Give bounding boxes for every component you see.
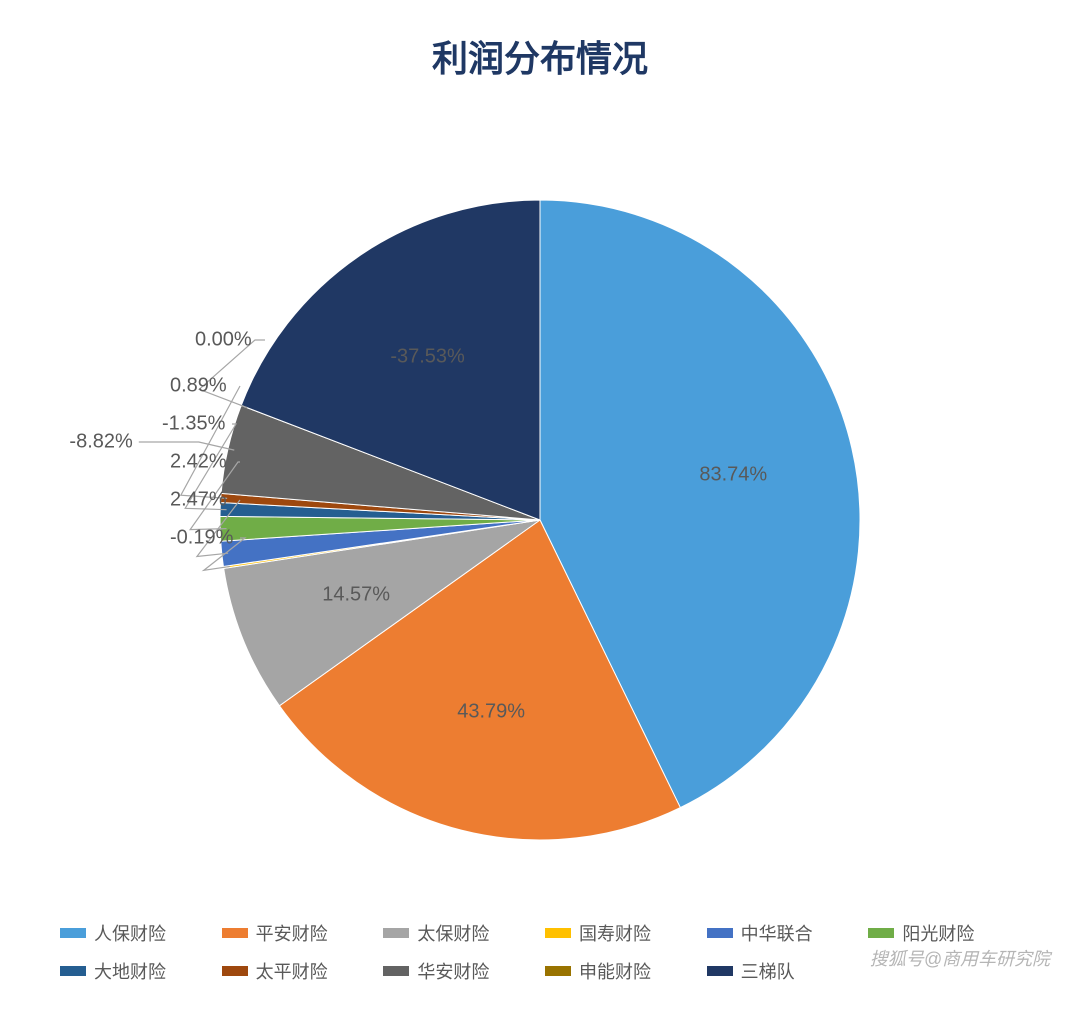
legend-label: 申能财险	[579, 958, 651, 984]
legend-item: 中华联合	[707, 920, 859, 946]
slice-label: -1.35%	[162, 413, 225, 436]
legend-swatch	[60, 928, 86, 938]
legend-label: 人保财险	[94, 920, 166, 946]
pie-chart	[220, 200, 860, 840]
legend-item: 申能财险	[545, 958, 697, 984]
legend-label: 大地财险	[94, 958, 166, 984]
legend: 人保财险 平安财险 太保财险 国寿财险 中华联合 阳光财险大地财险 太平财险 华安财险 申能财险…	[60, 920, 1020, 984]
legend-swatch	[545, 966, 571, 976]
legend-swatch	[545, 928, 571, 938]
legend-swatch	[60, 966, 86, 976]
legend-item: 国寿财险	[545, 920, 697, 946]
pie-wrap	[220, 200, 860, 840]
legend-swatch	[707, 966, 733, 976]
chart-title: 利润分布情况	[0, 0, 1080, 82]
legend-label: 太保财险	[417, 920, 489, 946]
chart-container: 利润分布情况 83.74% 43.79% 14.57% -0.19% 2.47% 2.42…	[0, 0, 1080, 1019]
slice-label: 2.42%	[170, 451, 227, 474]
legend-label: 三梯队	[741, 958, 795, 984]
slice-label: -8.82%	[69, 431, 132, 454]
slice-label: 83.74%	[699, 464, 767, 487]
legend-swatch	[383, 928, 409, 938]
legend-label: 中华联合	[741, 920, 813, 946]
legend-label: 阳光财险	[902, 920, 974, 946]
legend-label: 太平财险	[256, 958, 328, 984]
slice-label: 0.89%	[170, 375, 227, 398]
legend-item: 太保财险	[383, 920, 535, 946]
slice-label: 2.47%	[170, 489, 227, 512]
legend-item: 三梯队	[707, 958, 859, 984]
legend-label: 国寿财险	[579, 920, 651, 946]
legend-swatch	[868, 928, 894, 938]
legend-item: 华安财险	[383, 958, 535, 984]
slice-label: -0.19%	[170, 527, 233, 550]
slice-label: -37.53%	[390, 345, 465, 368]
legend-label: 华安财险	[417, 958, 489, 984]
slice-label: 0.00%	[195, 329, 252, 352]
slice-label: 43.79%	[457, 701, 525, 724]
legend-item: 太平财险	[222, 958, 374, 984]
legend-item: 平安财险	[222, 920, 374, 946]
legend-item: 人保财险	[60, 920, 212, 946]
legend-swatch	[222, 966, 248, 976]
legend-swatch	[222, 928, 248, 938]
legend-item: 阳光财险	[868, 920, 1020, 946]
legend-swatch	[707, 928, 733, 938]
slice-label: 14.57%	[322, 583, 390, 606]
legend-swatch	[383, 966, 409, 976]
legend-label: 平安财险	[256, 920, 328, 946]
legend-item: 大地财险	[60, 958, 212, 984]
